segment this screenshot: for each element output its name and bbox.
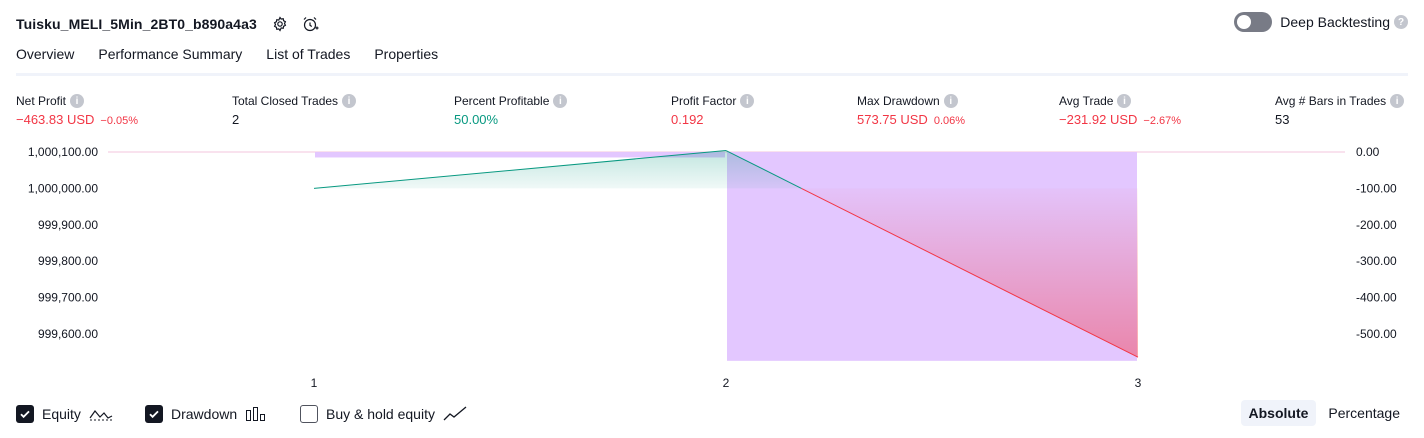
legend-buy-hold[interactable]: Buy & hold equity — [300, 402, 467, 426]
drawdown-checkbox[interactable] — [145, 405, 163, 423]
buy-hold-line-icon — [443, 406, 467, 422]
metric-value: −231.92 USD — [1059, 112, 1138, 127]
equity-chart[interactable]: 1,000,100.00 1,000,000.00 999,900.00 999,80… — [0, 140, 1424, 392]
strategy-title: Tuisku_MELI_5Min_2BT0_b890a4a3 — [16, 16, 257, 32]
metric-subvalue: −0.05% — [100, 115, 139, 127]
right-axis-tick: -300.00 — [1356, 254, 1397, 268]
tab-list-of-trades[interactable]: List of Trades — [266, 46, 351, 62]
info-icon[interactable]: i — [1390, 94, 1405, 108]
metric-label: Total Closed Trades — [232, 94, 339, 108]
left-axis-tick: 999,800.00 — [38, 254, 98, 268]
right-axis-tick: -100.00 — [1356, 181, 1397, 195]
metric-value: 0.192 — [671, 112, 704, 127]
metric-label: Avg Trade — [1059, 94, 1114, 108]
metric-net-profit: Net Profit i −463.83 USD −0.05% — [16, 94, 138, 127]
info-icon[interactable]: i — [740, 94, 755, 108]
display-mode-toggle: Absolute Percentage — [1237, 400, 1409, 426]
metric-profit-factor: Profit Factor i 0.192 — [671, 94, 755, 127]
legend-drawdown[interactable]: Drawdown — [145, 402, 267, 426]
metric-label: Avg # Bars in Trades — [1275, 94, 1387, 108]
metric-subvalue: 0.06% — [933, 115, 966, 127]
metrics-row: Net Profit i −463.83 USD −0.05% Total Clos… — [0, 94, 1424, 130]
info-icon[interactable]: i — [70, 94, 85, 108]
tab-properties[interactable]: Properties — [374, 46, 439, 62]
left-axis-tick: 1,000,100.00 — [28, 145, 98, 159]
left-axis-tick: 999,700.00 — [38, 291, 98, 305]
absolute-button[interactable]: Absolute — [1240, 400, 1317, 426]
legend-label: Drawdown — [171, 406, 238, 422]
metric-percent-profitable: Percent Profitable i 50.00% — [454, 94, 568, 127]
report-header: Tuisku_MELI_5Min_2BT0_b890a4a3 — [16, 10, 321, 38]
tab-performance-summary[interactable]: Performance Summary — [98, 46, 243, 62]
equity-line-icon — [89, 406, 113, 422]
x-axis-tick: 2 — [723, 376, 730, 390]
metric-label: Net Profit — [16, 94, 67, 108]
metric-value: 50.00% — [454, 112, 499, 127]
equity-line-down — [801, 187, 1139, 358]
deep-backtesting-toggle[interactable] — [1234, 12, 1273, 32]
metric-value: −463.83 USD — [16, 112, 95, 127]
deep-backtesting-label: Deep Backtesting — [1280, 14, 1390, 30]
legend-label: Equity — [42, 406, 81, 422]
metric-value: 573.75 USD — [857, 112, 928, 127]
info-icon[interactable]: i — [943, 94, 958, 108]
left-axis-tick: 999,600.00 — [38, 327, 98, 341]
info-icon[interactable]: i — [342, 94, 357, 108]
right-axis-tick: -500.00 — [1356, 327, 1397, 341]
chart-footer: Equity Drawdown Buy & hold equity Absolu… — [16, 400, 1409, 428]
left-axis-tick: 1,000,000.00 — [28, 181, 98, 195]
metric-subvalue: −2.67% — [1143, 115, 1182, 127]
equity-profit-area — [314, 150, 802, 189]
tabs-divider — [16, 73, 1408, 76]
equity-line-up — [725, 150, 802, 189]
metric-value: 53 — [1275, 112, 1290, 127]
right-axis-tick: -400.00 — [1356, 291, 1397, 305]
equity-checkbox[interactable] — [16, 405, 34, 423]
right-axis-tick: -200.00 — [1356, 218, 1397, 232]
info-icon[interactable]: i — [1117, 94, 1132, 108]
metric-avg-trade: Avg Trade i −231.92 USD −2.67% — [1059, 94, 1181, 127]
deep-backtesting: Deep Backtesting ? — [1234, 12, 1408, 32]
drawdown-bar — [315, 152, 725, 158]
legend-equity[interactable]: Equity — [16, 402, 113, 426]
metric-label: Profit Factor — [671, 94, 737, 108]
left-axis-tick: 999,900.00 — [38, 218, 98, 232]
x-axis-tick: 3 — [1135, 376, 1142, 390]
metric-max-drawdown: Max Drawdown i 573.75 USD 0.06% — [857, 94, 965, 127]
report-tabs: Overview Performance Summary List of Tra… — [16, 46, 462, 76]
metric-value: 2 — [232, 112, 240, 127]
metric-total-closed-trades: Total Closed Trades i 2 — [232, 94, 357, 127]
tab-overview[interactable]: Overview — [16, 46, 75, 76]
metric-label: Max Drawdown — [857, 94, 940, 108]
add-alert-icon[interactable] — [299, 13, 321, 35]
buy-hold-checkbox[interactable] — [300, 405, 318, 423]
metric-label: Percent Profitable — [454, 94, 550, 108]
metric-avg-bars-in-trades: Avg # Bars in Trades i 53 — [1275, 94, 1405, 127]
info-icon[interactable]: ? — [1394, 15, 1408, 29]
legend-label: Buy & hold equity — [326, 406, 435, 422]
equity-line-up — [313, 150, 727, 189]
percentage-button[interactable]: Percentage — [1328, 405, 1400, 421]
right-axis-tick: 0.00 — [1356, 145, 1380, 159]
gear-icon[interactable] — [269, 13, 291, 35]
info-icon[interactable]: i — [553, 94, 568, 108]
x-axis-tick: 1 — [311, 376, 318, 390]
drawdown-bars-icon — [245, 406, 267, 422]
